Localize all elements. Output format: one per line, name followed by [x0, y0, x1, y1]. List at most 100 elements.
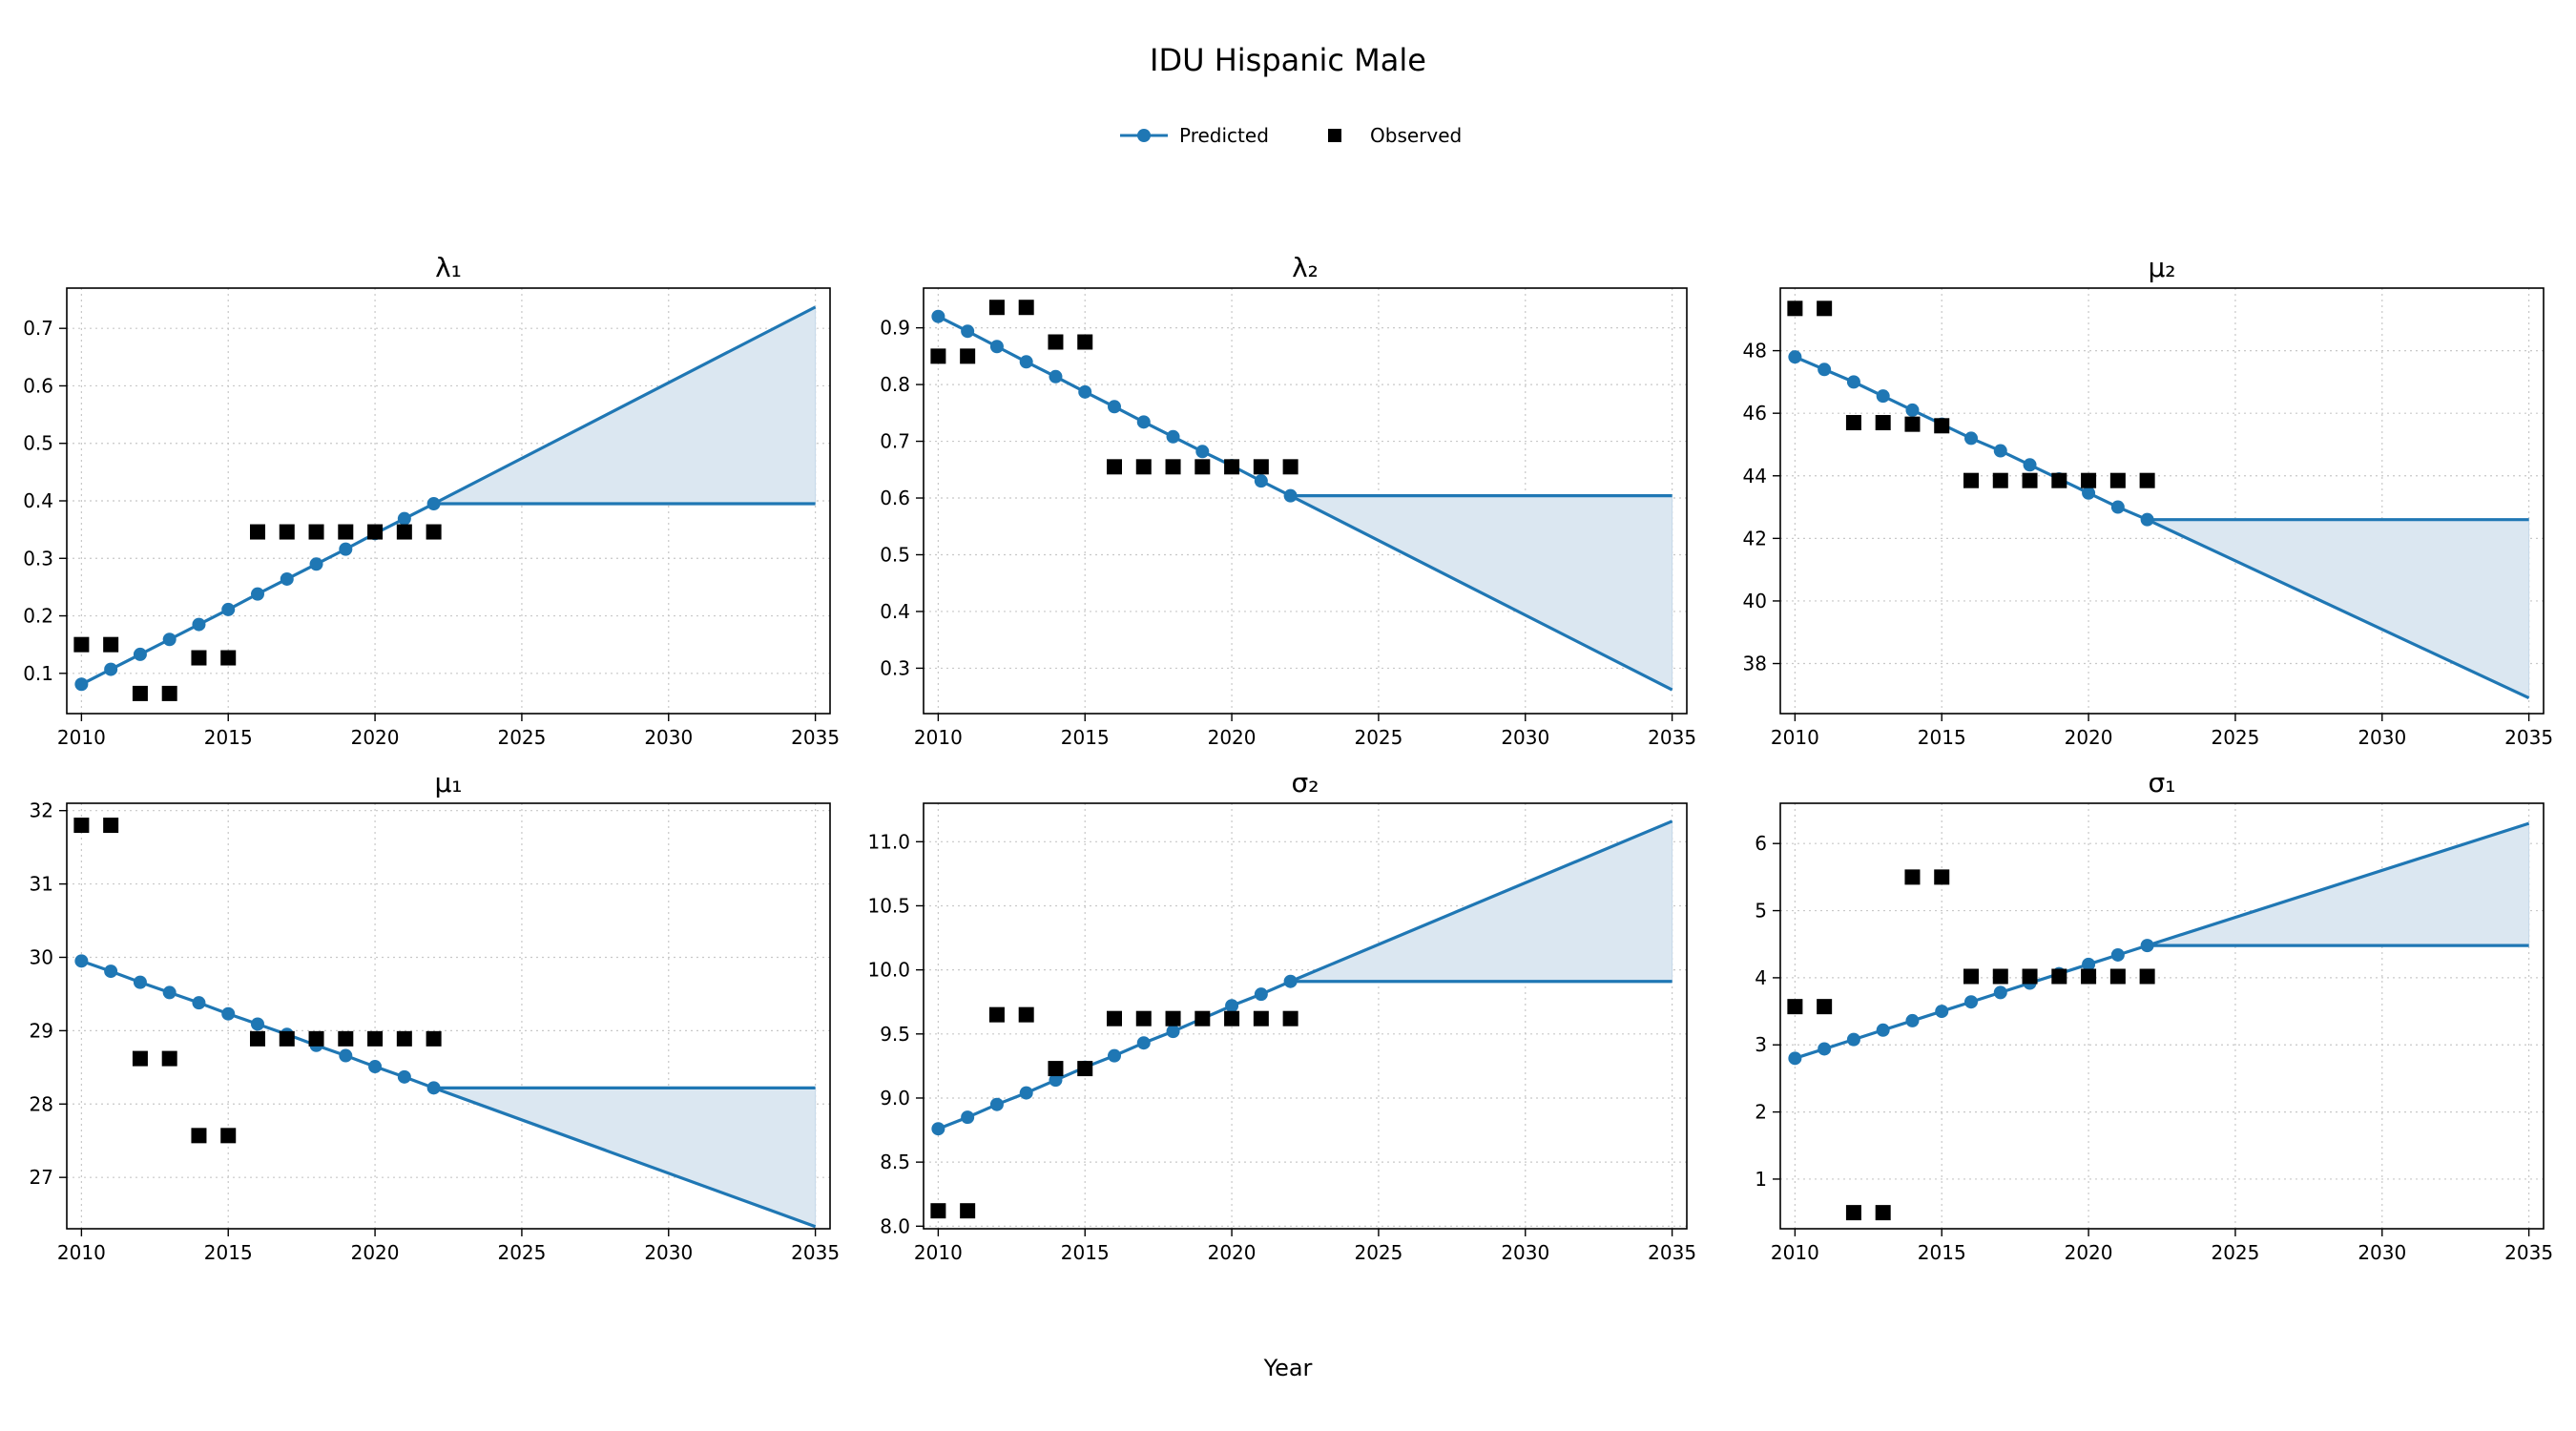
observed-point: [1282, 459, 1298, 475]
observed-point: [1992, 472, 2008, 488]
predicted-point: [1788, 350, 1802, 364]
y-tick-label: 11.0: [867, 830, 910, 853]
predicted-point: [1935, 1005, 1949, 1019]
observed-point: [1992, 968, 2008, 985]
predicted-point: [1905, 403, 1920, 417]
observed-point: [1934, 869, 1950, 885]
y-tick-label: 44: [1743, 465, 1767, 487]
chart-panel-2: 2010 2015 2020 2025 2030 2035 0.3 0.4 0.5 0.6 0.7 0…: [880, 252, 1696, 749]
predicted-point: [2110, 947, 2125, 962]
predicted-point: [1993, 985, 2007, 1000]
observed-point: [338, 524, 354, 540]
y-tick-label: 0.7: [880, 430, 910, 453]
observed-point: [279, 524, 295, 540]
predicted-point: [368, 1060, 383, 1074]
predicted-point: [339, 1048, 353, 1063]
y-tick-label: 0.5: [23, 432, 53, 455]
plot-frame: [923, 287, 1688, 715]
observed-point: [1048, 1061, 1064, 1077]
y-tick-label: 31: [30, 873, 53, 896]
observed-point: [2081, 968, 2097, 985]
observed-point: [2022, 472, 2038, 488]
observed-point: [960, 1203, 976, 1219]
observed-point: [161, 1050, 177, 1067]
y-tick-label: 0.8: [880, 373, 910, 396]
x-tick-label: 2035: [791, 726, 840, 749]
y-tick-label: 10.0: [867, 959, 910, 982]
x-axis-label: Year: [1263, 1355, 1313, 1381]
predicted-point: [1876, 389, 1890, 404]
observed-point: [1048, 334, 1064, 350]
predicted-point: [104, 662, 118, 676]
predicted-point: [426, 1081, 441, 1095]
predicted-point: [426, 497, 441, 511]
x-tick-label: 2030: [1501, 1241, 1549, 1264]
y-tick-label: 8.0: [880, 1214, 910, 1237]
projection-trend-line: [432, 305, 817, 506]
y-tick-label: 48: [1743, 340, 1767, 363]
predicted-point: [1049, 369, 1063, 384]
plot-frame: [1779, 287, 2545, 715]
observed-point: [103, 818, 119, 834]
x-tick-label: 2030: [644, 726, 693, 749]
y-tick-label: 27: [30, 1166, 53, 1189]
x-tick-label: 2025: [2211, 726, 2259, 749]
x-tick-label: 2020: [1208, 726, 1257, 749]
predicted-point: [1254, 987, 1268, 1002]
observed-point: [308, 524, 324, 540]
x-tick-label: 2035: [2504, 1241, 2553, 1264]
observed-point: [191, 1128, 207, 1144]
panel-title: μ₁: [434, 767, 462, 798]
observed-point: [1077, 1061, 1093, 1077]
x-tick-label: 2025: [497, 726, 546, 749]
predicted-point: [133, 975, 147, 989]
x-tick-label: 2010: [57, 726, 106, 749]
predicted-point: [1019, 355, 1033, 369]
predicted-point: [1254, 474, 1268, 488]
predicted-point: [162, 633, 177, 647]
x-tick-label: 2015: [1918, 726, 1966, 749]
observed-point: [73, 636, 90, 653]
y-tick-label: 0.9: [880, 317, 910, 340]
legend-label-predicted: Predicted: [1179, 124, 1269, 147]
y-tick-label: 9.0: [880, 1087, 910, 1110]
predicted-point: [74, 954, 89, 968]
predicted-point: [1049, 1073, 1063, 1088]
predicted-point: [989, 340, 1004, 354]
predicted-point: [2023, 458, 2037, 472]
chart-panel-4: 2010 2015 2020 2025 2030 2035 27 28 29 30 31 32 μ₁: [30, 767, 841, 1264]
x-tick-label: 2015: [204, 726, 253, 749]
figure-title: IDU Hispanic Male: [1150, 42, 1426, 78]
y-tick-label: 42: [1743, 527, 1767, 550]
observed-point: [1963, 968, 1979, 985]
x-tick-label: 2035: [1648, 726, 1696, 749]
y-tick-label: 0.5: [880, 543, 910, 566]
x-tick-label: 2015: [1061, 1241, 1110, 1264]
predicted-point: [1788, 1051, 1802, 1066]
x-tick-label: 2020: [1208, 1241, 1257, 1264]
observed-point: [250, 524, 265, 540]
x-tick-label: 2010: [1771, 1241, 1819, 1264]
predicted-point: [1993, 444, 2007, 458]
predicted-point: [961, 324, 975, 339]
observed-point: [1195, 1010, 1211, 1027]
observed-point: [1817, 999, 1833, 1015]
y-tick-label: 0.6: [880, 487, 910, 509]
observed-point: [1165, 459, 1181, 475]
predicted-point: [2082, 957, 2096, 971]
predicted-point: [1905, 1013, 1920, 1027]
observed-point: [132, 1050, 148, 1067]
predicted-point: [192, 617, 206, 632]
predicted-point: [2140, 512, 2154, 527]
predicted-point: [133, 647, 147, 661]
projection-trend-line: [433, 1086, 817, 1229]
y-tick-label: 0.7: [23, 317, 53, 340]
predicted-point: [1136, 415, 1151, 429]
predicted-point: [1225, 999, 1239, 1013]
y-tick-label: 0.4: [23, 489, 53, 512]
observed-point: [2051, 968, 2067, 985]
y-tick-label: 0.1: [23, 662, 53, 685]
y-tick-label: 30: [30, 945, 53, 968]
predicted-point: [1166, 429, 1180, 444]
